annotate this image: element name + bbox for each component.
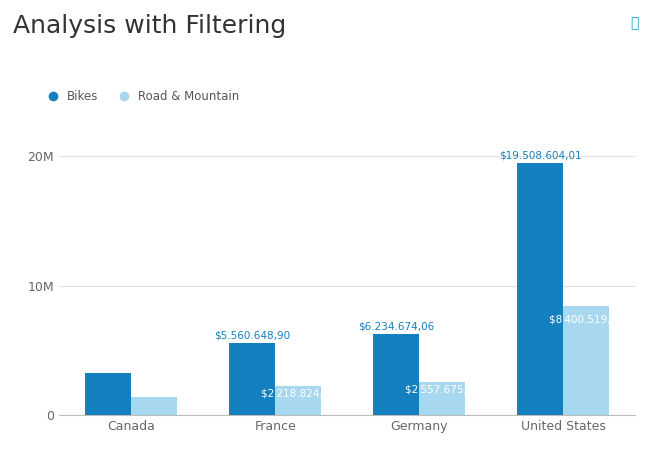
Legend: Bikes, Road & Mountain: Bikes, Road & Mountain (36, 85, 244, 108)
Bar (275, 386, 321, 415)
Bar (517, 163, 563, 415)
Text: $2 218.824,80: $2 218.824,80 (261, 388, 336, 398)
Text: $8 400.519,96: $8 400.519,96 (549, 315, 624, 325)
Bar (131, 397, 178, 415)
Bar (229, 343, 275, 415)
Bar (563, 306, 609, 415)
Bar (373, 334, 419, 415)
Bar (419, 382, 465, 415)
Text: 🔍: 🔍 (630, 16, 639, 30)
Bar (85, 373, 131, 415)
Text: $5.560.648,90: $5.560.648,90 (214, 330, 290, 340)
Text: $2 557.675,16: $2 557.675,16 (405, 384, 479, 394)
Text: Analysis with Filtering: Analysis with Filtering (13, 14, 286, 38)
Text: $6.234.674,06: $6.234.674,06 (358, 322, 434, 332)
Text: $19.508.604,01: $19.508.604,01 (498, 150, 582, 160)
